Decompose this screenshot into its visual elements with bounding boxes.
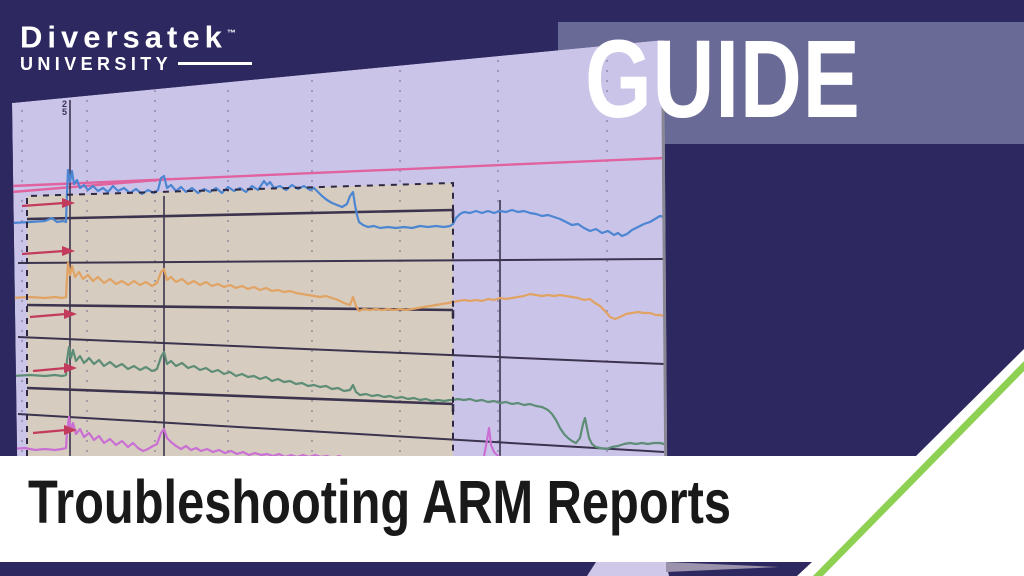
green-pressure-trace	[12, 345, 666, 451]
logo: Diversatek™ UNIVERSITY	[20, 18, 253, 75]
logo-primary-text: Diversatek	[20, 19, 227, 55]
orange-pressure-trace	[12, 261, 666, 321]
logo-primary: Diversatek™	[20, 18, 252, 52]
page-title: Troubleshooting ARM Reports	[28, 468, 732, 536]
logo-secondary-text: UNIVERSITY	[20, 54, 173, 75]
blue-pressure-trace	[12, 168, 666, 238]
guide-label: GUIDE	[585, 18, 861, 141]
logo-tm-mark: ™	[226, 28, 236, 38]
svg-text:5: 5	[62, 107, 67, 117]
logo-rule	[178, 61, 253, 65]
svg-text:2: 2	[62, 99, 67, 109]
